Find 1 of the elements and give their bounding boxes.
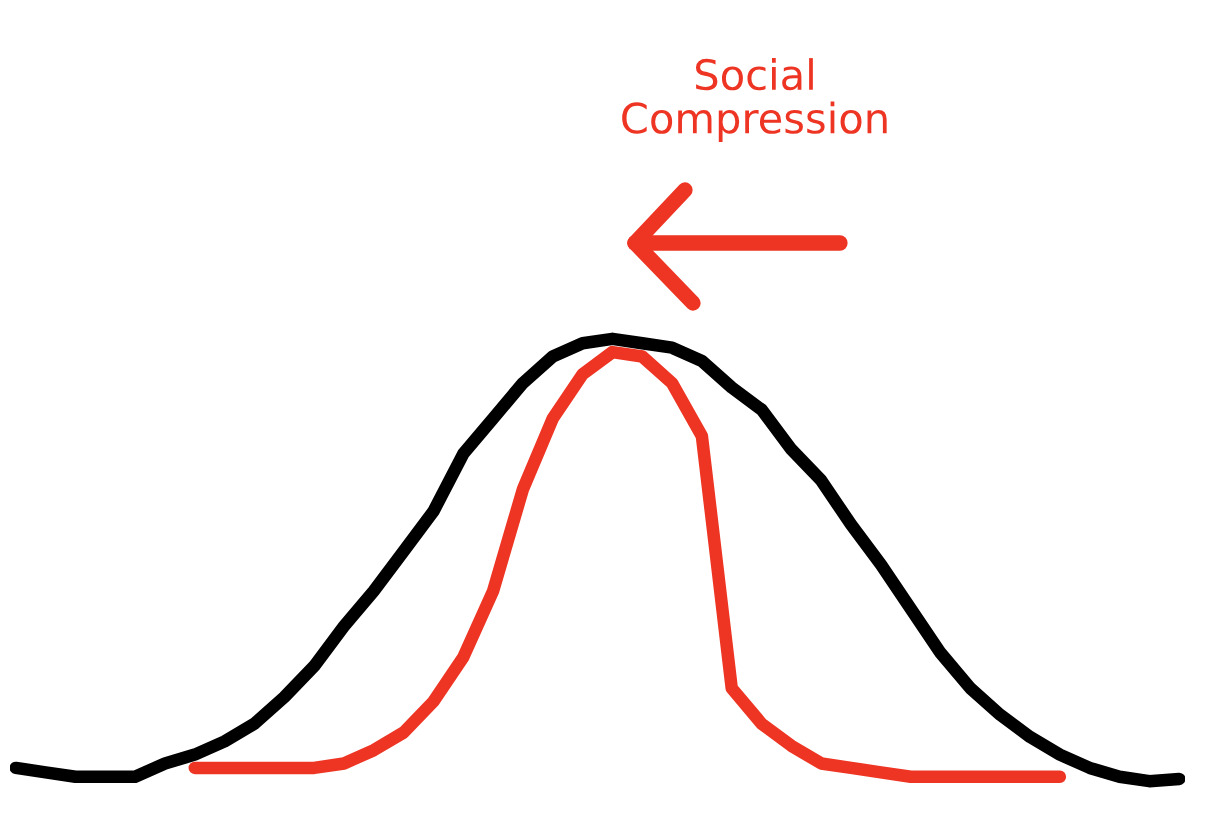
text: Social Compression — [622, 58, 887, 142]
